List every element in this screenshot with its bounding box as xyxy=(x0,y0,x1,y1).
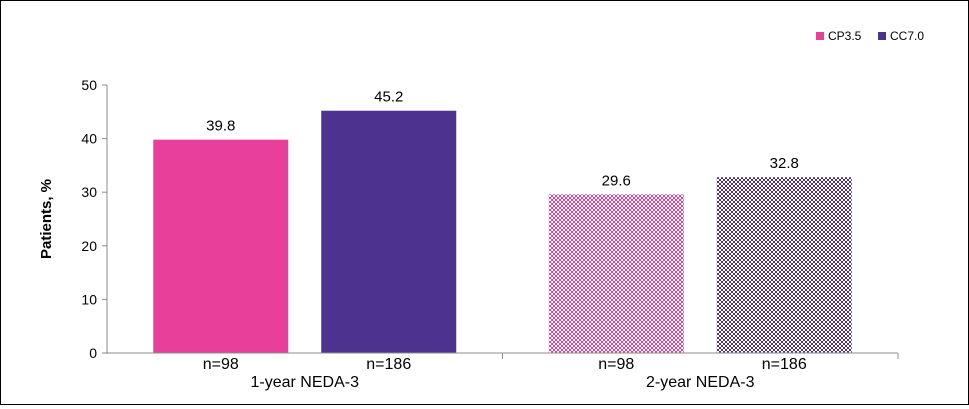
y-axis: 0 10 20 30 40 50 xyxy=(81,77,108,361)
legend-label-cc7-0: CC7.0 xyxy=(890,29,924,43)
sample-size-label: n=98 xyxy=(598,356,634,373)
y-tick-label: 10 xyxy=(81,291,97,307)
sample-size-label: n=186 xyxy=(366,356,411,373)
x-category-label: 1-year NEDA-3 xyxy=(251,374,360,391)
data-label: 39.8 xyxy=(206,118,235,135)
data-label: 32.8 xyxy=(770,155,799,172)
x-category-label: 2-year NEDA-3 xyxy=(646,374,755,391)
bars: 39.8 45.2 29.6 32.8 xyxy=(153,89,852,353)
bar-cc7-0-1-year-neda-3 xyxy=(321,110,457,353)
y-tick-label: 0 xyxy=(89,345,97,361)
sample-size-label: n=186 xyxy=(762,356,807,373)
data-label: 29.6 xyxy=(602,172,631,189)
legend-swatch-cp3-5 xyxy=(816,32,824,40)
x-axis: n=98 n=186 1-year NEDA-3 n=98 n=186 2-year NE… xyxy=(107,352,899,391)
bar-cp3-5-1-year-neda-3 xyxy=(153,139,289,353)
data-label: 45.2 xyxy=(374,89,403,106)
legend-swatch-cc7-0 xyxy=(878,32,886,40)
sample-size-label: n=98 xyxy=(203,356,239,373)
y-axis-title: Patients, % xyxy=(38,179,55,259)
y-tick-label: 30 xyxy=(81,184,97,200)
y-tick-label: 50 xyxy=(81,77,97,93)
y-tick-label: 40 xyxy=(81,131,97,147)
legend: CP3.5 CC7.0 xyxy=(816,29,924,43)
y-tick-label: 20 xyxy=(81,238,97,254)
legend-label-cp3-5: CP3.5 xyxy=(828,29,862,43)
bar-cc7-0-2-year-neda-3 xyxy=(716,177,852,353)
bar-cp3-5-2-year-neda-3 xyxy=(548,194,684,353)
